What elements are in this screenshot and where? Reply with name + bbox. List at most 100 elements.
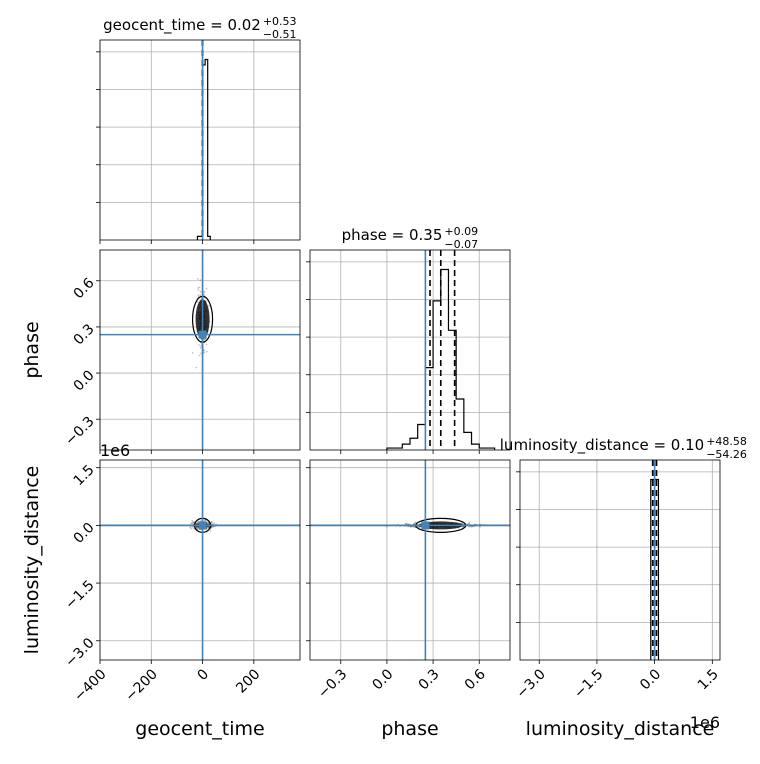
panel-border — [99, 39, 301, 241]
title-text: geocent_time = 0.02 — [103, 16, 261, 35]
title-lower-error: −0.51 — [263, 28, 297, 41]
x-tick-label: 1.5 — [695, 666, 722, 693]
scatter-point — [213, 522, 216, 525]
scatter-point — [209, 529, 212, 532]
scatter-point — [199, 294, 202, 296]
scatter-panel-geocent_time-phase: −0.3 0.0 0.3 0.6 — [62, 249, 301, 454]
x-tick-label: 0 — [195, 666, 213, 684]
scatter-point — [405, 522, 408, 525]
scatter-point — [192, 521, 195, 524]
scatter-point — [199, 346, 202, 349]
scatter-point — [199, 279, 202, 281]
scatter-point — [468, 522, 471, 524]
scatter-point — [467, 522, 470, 525]
title-lower-error: −0.07 — [444, 238, 478, 251]
panel-background — [520, 460, 720, 660]
scatter-point — [199, 290, 202, 293]
scatter-point — [203, 294, 206, 296]
y-tick-label: −3.0 — [62, 635, 97, 670]
x-tick-label: 0.3 — [416, 666, 443, 693]
scatter-point — [191, 519, 194, 522]
scatter-point — [191, 526, 194, 528]
panel-background — [100, 460, 300, 660]
scatter-point — [192, 521, 194, 524]
scatter-point — [197, 344, 200, 346]
scatter-point — [195, 522, 198, 525]
xlabel-geocent_time: geocent_time — [135, 718, 264, 740]
truth-marker — [198, 521, 207, 530]
scatter-point — [200, 345, 202, 347]
scatter-point — [205, 343, 208, 346]
scatter-point — [208, 525, 210, 528]
x-tick-label: 0.6 — [462, 666, 489, 693]
x-tick-label: 200 — [233, 666, 263, 696]
panel-border — [519, 459, 721, 661]
x-tick-label: −400 — [71, 666, 110, 705]
scatter-point — [196, 526, 198, 529]
title-text: luminosity_distance = 0.10 — [500, 436, 704, 455]
panel-border — [99, 249, 301, 451]
scatter-point — [418, 526, 421, 529]
scatter-point — [414, 521, 417, 524]
scatter-point — [211, 523, 214, 525]
panel-border — [309, 459, 511, 661]
scatter-point — [203, 349, 205, 351]
y-tick-label: 0.0 — [71, 367, 98, 394]
scatter-point — [196, 277, 199, 280]
scatter-point — [204, 519, 207, 522]
scatter-point — [210, 521, 213, 524]
scatter-point — [198, 286, 201, 289]
title-upper-error: +48.58 — [706, 435, 747, 448]
x-tick-label: −1.5 — [571, 666, 606, 701]
scatter-point — [198, 354, 201, 357]
scatter-point — [207, 521, 210, 524]
x-tick-label: 0.0 — [637, 666, 664, 693]
scatter-point — [197, 288, 200, 291]
scatter-point — [210, 525, 213, 528]
panel-border — [309, 249, 511, 451]
title-upper-error: +0.09 — [444, 225, 478, 238]
panel-title: geocent_time = 0.02 +0.53−0.51 — [103, 15, 296, 41]
scatter-point — [191, 351, 194, 354]
panel-background — [100, 40, 300, 240]
axis-labels: geocent_time phase luminosity_distancephas… — [21, 321, 720, 740]
scatter-point — [412, 526, 415, 528]
y-tick-label: 1.5 — [71, 462, 98, 489]
scatter-point — [203, 290, 206, 293]
title-text: phase = 0.35 — [342, 226, 443, 244]
scatter-point — [190, 522, 192, 525]
scatter-point — [196, 522, 199, 525]
scatter-point — [210, 521, 213, 523]
scatter-point — [405, 522, 408, 525]
truth-marker — [198, 330, 207, 339]
scatter-point — [207, 305, 210, 307]
scatter-point — [197, 294, 200, 297]
scatter-point — [203, 351, 205, 354]
scatter-point — [470, 525, 473, 528]
panel-title: luminosity_distance = 0.10 +48.58−54.26 — [500, 435, 747, 461]
scatter-point — [204, 338, 207, 340]
panel-background — [310, 460, 510, 660]
scatter-point — [190, 522, 193, 524]
x-tick-label: −200 — [122, 666, 161, 705]
title-upper-error: +0.53 — [263, 15, 297, 28]
scatter-point — [200, 519, 202, 522]
scatter-point — [208, 523, 211, 525]
offset-text-y: 1e6 — [100, 441, 130, 460]
hist-panel-phase: phase = 0.35 +0.09−0.07 — [306, 225, 511, 454]
y-tick-label: −0.3 — [62, 414, 97, 449]
scatter-point — [205, 287, 208, 290]
y-tick-label: −1.5 — [62, 577, 97, 612]
scatter-point — [195, 366, 198, 369]
scatter-point — [385, 525, 388, 528]
scatter-point — [404, 523, 407, 525]
scatter-point — [212, 525, 214, 528]
scatter-point — [196, 301, 199, 303]
y-tick-label: 0.6 — [71, 275, 98, 302]
y-tick-label: 0.0 — [71, 520, 98, 547]
x-tick-label: 0.0 — [369, 666, 396, 693]
hist-panel-luminosity_distance: −3.0 −1.5 0.0 1.5 luminosity_distance = 0.10… — [500, 435, 747, 702]
panel-title: phase = 0.35 +0.09−0.07 — [342, 225, 479, 251]
scatter-point — [197, 286, 200, 289]
